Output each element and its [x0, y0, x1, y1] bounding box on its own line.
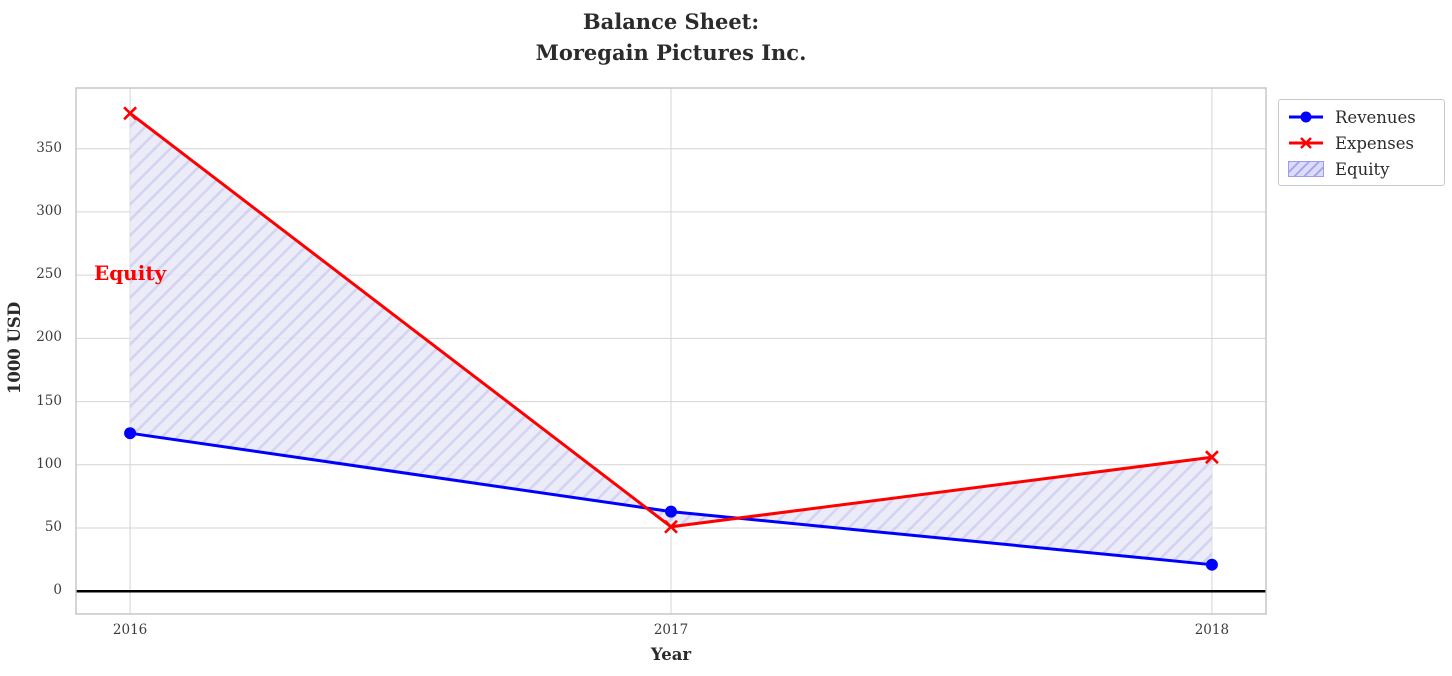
equity-fill [130, 113, 1212, 565]
legend-label: Equity [1335, 159, 1390, 179]
y-tick-label: 50 [44, 519, 62, 536]
circle-marker [1205, 558, 1218, 571]
y-tick-label: 300 [36, 202, 62, 219]
legend-entry: Revenues [1287, 104, 1444, 130]
y-tick-label: 0 [53, 582, 62, 599]
legend-entry: Expenses [1287, 130, 1444, 156]
y-tick-label: 350 [36, 139, 62, 156]
y-tick-label: 250 [36, 266, 62, 283]
legend-entry: Equity [1287, 156, 1444, 182]
circle-marker [665, 505, 677, 518]
chart-title-line-1: Balance Sheet: [582, 9, 760, 34]
legend-label: Revenues [1335, 107, 1416, 127]
chart-title-line-2: Moregain Pictures Inc. [535, 40, 807, 65]
legend-label: Expenses [1335, 133, 1415, 153]
x-axis-label: Year [650, 645, 692, 664]
x-marker [1204, 450, 1219, 465]
equity-annotation: Equity [93, 261, 167, 286]
x-tick-label: 2018 [1194, 622, 1230, 638]
y-tick-label: 100 [36, 455, 62, 472]
x-marker [664, 519, 678, 534]
legend-x-sample [1289, 137, 1323, 149]
legend: Revenues Expenses Equity [1278, 99, 1445, 186]
x-tick-labels: 2016 2017 2018 [0, 622, 1452, 642]
x-tick-label: 2016 [112, 622, 148, 638]
legend-patch-sample [1288, 161, 1324, 177]
legend-circle-sample [1289, 111, 1323, 123]
y-tick-label: 150 [36, 392, 62, 409]
circle-marker [124, 427, 137, 440]
x-tick-label: 2017 [653, 622, 689, 638]
chart-title: Balance Sheet: Moregain Pictures Inc. [76, 6, 1266, 68]
x-marker [123, 106, 138, 121]
y-tick-label: 200 [36, 329, 62, 346]
y-tick-labels: 0 50 100 150 200 250 300 350 [0, 0, 66, 676]
